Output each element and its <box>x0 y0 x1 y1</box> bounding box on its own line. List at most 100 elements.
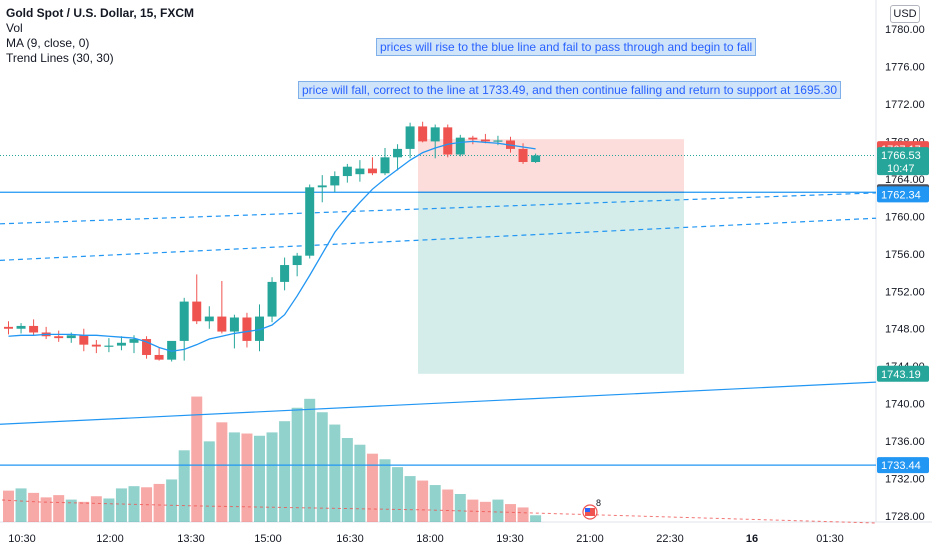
candle-body[interactable] <box>192 301 202 322</box>
price-tag-label: 1766.53 <box>881 150 921 162</box>
trend-line[interactable] <box>0 381 877 425</box>
volume-bar <box>341 438 353 522</box>
volume-bar <box>53 495 65 522</box>
volume-bar <box>379 459 391 522</box>
candle-body[interactable] <box>330 176 340 186</box>
price-tick-label: 1752.00 <box>885 286 925 298</box>
candle-body[interactable] <box>342 166 352 177</box>
candle-body[interactable] <box>255 316 264 341</box>
candle-body[interactable] <box>405 126 415 149</box>
candle-body[interactable] <box>480 139 490 142</box>
volume-bar <box>3 490 14 522</box>
moving-average-line <box>8 140 536 352</box>
price-tag-label: 1762.34 <box>881 189 921 201</box>
time-tick-label: 18:00 <box>416 533 444 545</box>
candle-body[interactable] <box>518 148 528 163</box>
volume-ma-line <box>1 499 877 524</box>
volume-bar <box>153 483 165 522</box>
candle-body[interactable] <box>54 336 64 339</box>
price-tick-label: 1772.00 <box>885 99 925 111</box>
volume-bar <box>417 480 429 522</box>
candle-body[interactable] <box>305 187 315 256</box>
candle-body[interactable] <box>91 344 101 347</box>
candle-body[interactable] <box>292 255 302 266</box>
candle-body[interactable] <box>443 127 453 155</box>
volume-bar <box>65 499 77 522</box>
volume-bar <box>366 453 378 522</box>
price-tag[interactable] <box>877 457 929 474</box>
price-tick-label: 1760.00 <box>885 211 925 223</box>
candle-body[interactable] <box>4 326 13 329</box>
candle-body[interactable] <box>116 342 126 346</box>
candle-body[interactable] <box>129 339 139 343</box>
candle-body[interactable] <box>79 335 89 345</box>
volume-bar <box>191 396 203 522</box>
volume-bar <box>530 515 542 522</box>
candle-body[interactable] <box>393 148 403 158</box>
candle-body[interactable] <box>367 168 377 174</box>
trend-lines-indicator-label[interactable]: Trend Lines (30, 30) <box>6 51 114 65</box>
volume-indicator-label[interactable]: Vol <box>6 21 23 35</box>
volume-bar <box>103 498 115 522</box>
candle-body[interactable] <box>204 316 214 322</box>
volume-bar <box>78 501 90 522</box>
time-tick-label: 16 <box>746 533 758 545</box>
candle-body[interactable] <box>280 265 290 282</box>
candle-body[interactable] <box>16 325 26 329</box>
candle-body[interactable] <box>430 127 440 142</box>
time-tick-label: 22:30 <box>656 533 684 545</box>
candle-body[interactable] <box>267 281 277 317</box>
candle-body[interactable] <box>217 316 227 332</box>
volume-bar <box>203 441 215 522</box>
price-tag[interactable] <box>877 186 929 203</box>
price-tick-label: 1736.00 <box>885 436 925 448</box>
price-tag[interactable] <box>877 147 929 176</box>
time-tick-label: 19:30 <box>496 533 524 545</box>
ma-indicator-label[interactable]: MA (9, close, 0) <box>6 36 90 50</box>
volume-bar <box>166 479 178 522</box>
price-tick-label: 1748.00 <box>885 324 925 336</box>
take-profit-zone[interactable] <box>418 192 684 374</box>
candle-body[interactable] <box>242 317 252 341</box>
volume-bar <box>329 424 341 522</box>
volume-bar <box>517 507 529 522</box>
candle-body[interactable] <box>493 140 503 142</box>
volume-bar <box>178 450 190 522</box>
volume-bar <box>241 433 253 522</box>
currency-button[interactable]: USD <box>890 5 920 23</box>
volume-bar <box>392 467 404 522</box>
candle-body[interactable] <box>531 155 541 163</box>
candle-body[interactable] <box>455 137 465 155</box>
candle-body[interactable] <box>179 301 189 341</box>
candle-body[interactable] <box>142 339 152 355</box>
candle-body[interactable] <box>355 168 365 175</box>
volume-bar <box>228 432 240 522</box>
candle-body[interactable] <box>29 325 39 333</box>
time-tick-label: 13:30 <box>177 533 205 545</box>
candle-body[interactable] <box>167 340 177 360</box>
candle-body[interactable] <box>317 185 327 188</box>
candle-body[interactable] <box>229 317 239 332</box>
annotation-fall[interactable]: price will fall, correct to the line at … <box>298 81 842 99</box>
time-tick-label: 21:00 <box>576 533 604 545</box>
volume-bar <box>304 398 316 522</box>
annotation-rise[interactable]: prices will rise to the blue line and fa… <box>376 38 757 56</box>
legend: Gold Spot / U.S. Dollar, 15, FXCM Vol MA… <box>6 6 194 66</box>
volume-bar <box>505 504 516 522</box>
event-count-label: 8 <box>596 498 601 508</box>
candle-body[interactable] <box>66 335 76 339</box>
price-tick-label: 1776.00 <box>885 61 925 73</box>
candle-body[interactable] <box>468 137 478 140</box>
volume-bar <box>404 476 416 522</box>
symbol-title[interactable]: Gold Spot / U.S. Dollar, 15, FXCM <box>6 6 195 20</box>
candle-body[interactable] <box>418 126 428 142</box>
candle-body[interactable] <box>154 354 164 360</box>
price-tag[interactable] <box>877 365 929 382</box>
candle-body[interactable] <box>104 345 114 347</box>
price-tick-label: 1780.00 <box>885 24 925 36</box>
volume-bar <box>442 489 454 522</box>
trend-line-dashed[interactable] <box>0 217 877 261</box>
trend-line-dashed[interactable] <box>0 192 877 225</box>
candle-body[interactable] <box>380 157 390 174</box>
